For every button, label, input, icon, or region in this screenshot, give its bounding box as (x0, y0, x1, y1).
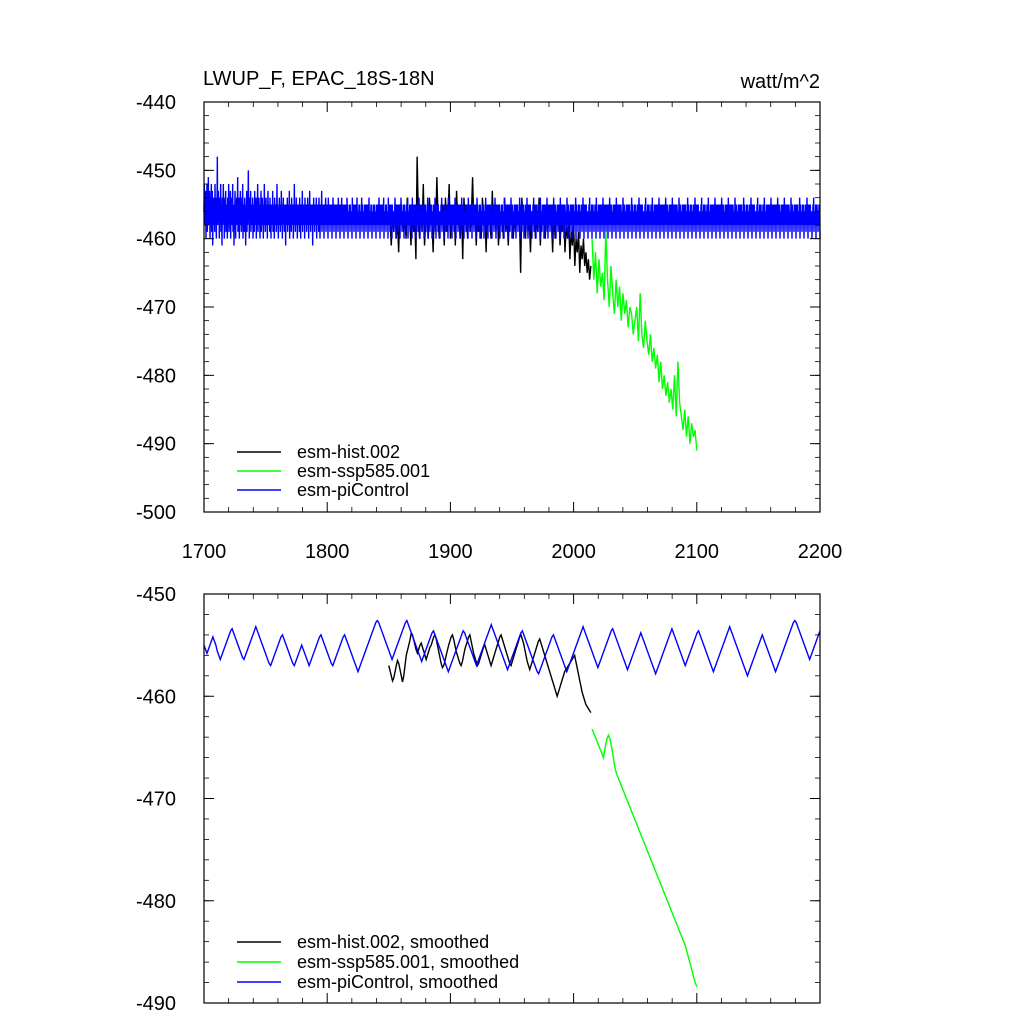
y-tick-label: -490 (136, 434, 176, 456)
x-tick-label: 1800 (305, 541, 350, 563)
top-panel-title: LWUP_F, EPAC_18S-18N (203, 68, 435, 90)
legend-label: esm-ssp585.001, smoothed (297, 952, 519, 972)
top-panel-series (203, 156, 821, 451)
y-tick-label: -500 (136, 502, 176, 524)
y-tick-label: -440 (136, 92, 176, 114)
x-tick-label: 1900 (428, 541, 473, 563)
series-line-esm-ssp585-001-smoothed (591, 728, 698, 987)
bottom-panel-series (203, 619, 821, 987)
y-tick-label: -460 (136, 229, 176, 251)
legend-label: esm-piControl (297, 480, 409, 500)
bottom-panel: -450 -460 -470 -480 -490 esm-hist.002, smoot… (136, 584, 821, 1015)
legend-label: esm-piControl, smoothed (297, 972, 498, 992)
top-panel: LWUP_F, EPAC_18S-18N watt/m^2 -440-450-4… (136, 68, 842, 563)
y-tick-label: -480 (136, 365, 176, 387)
series-line-esm-picontrol (203, 156, 821, 246)
y-tick-label: -470 (136, 297, 176, 319)
series-line-esm-ssp585-001 (591, 231, 698, 451)
x-tick-label: 2000 (551, 541, 596, 563)
series-line-esm-hist-002-smoothed (388, 630, 592, 713)
y-tick-label: -480 (136, 891, 176, 913)
y-tick-label: -450 (136, 160, 176, 182)
x-tick-label: 2200 (798, 541, 843, 563)
y-tick-label: -460 (136, 686, 176, 708)
legend-label: esm-ssp585.001 (297, 461, 430, 481)
top-panel-units: watt/m^2 (740, 71, 820, 93)
x-tick-label: 2100 (675, 541, 720, 563)
legend-label: esm-hist.002 (297, 442, 400, 462)
x-tick-label: 1700 (182, 541, 227, 563)
series-line-esm-picontrol-smoothed (203, 619, 821, 678)
y-tick-label: -450 (136, 584, 176, 606)
bottom-panel-axes: -450 -460 -470 -480 -490 (136, 584, 821, 1015)
legend-label: esm-hist.002, smoothed (297, 932, 489, 952)
y-tick-label: -470 (136, 789, 176, 811)
top-panel-axes: -440 -450 -460 -470 -480 -490 -500 1700 1800 1900… (136, 92, 842, 563)
y-tick-label: -490 (136, 993, 176, 1015)
